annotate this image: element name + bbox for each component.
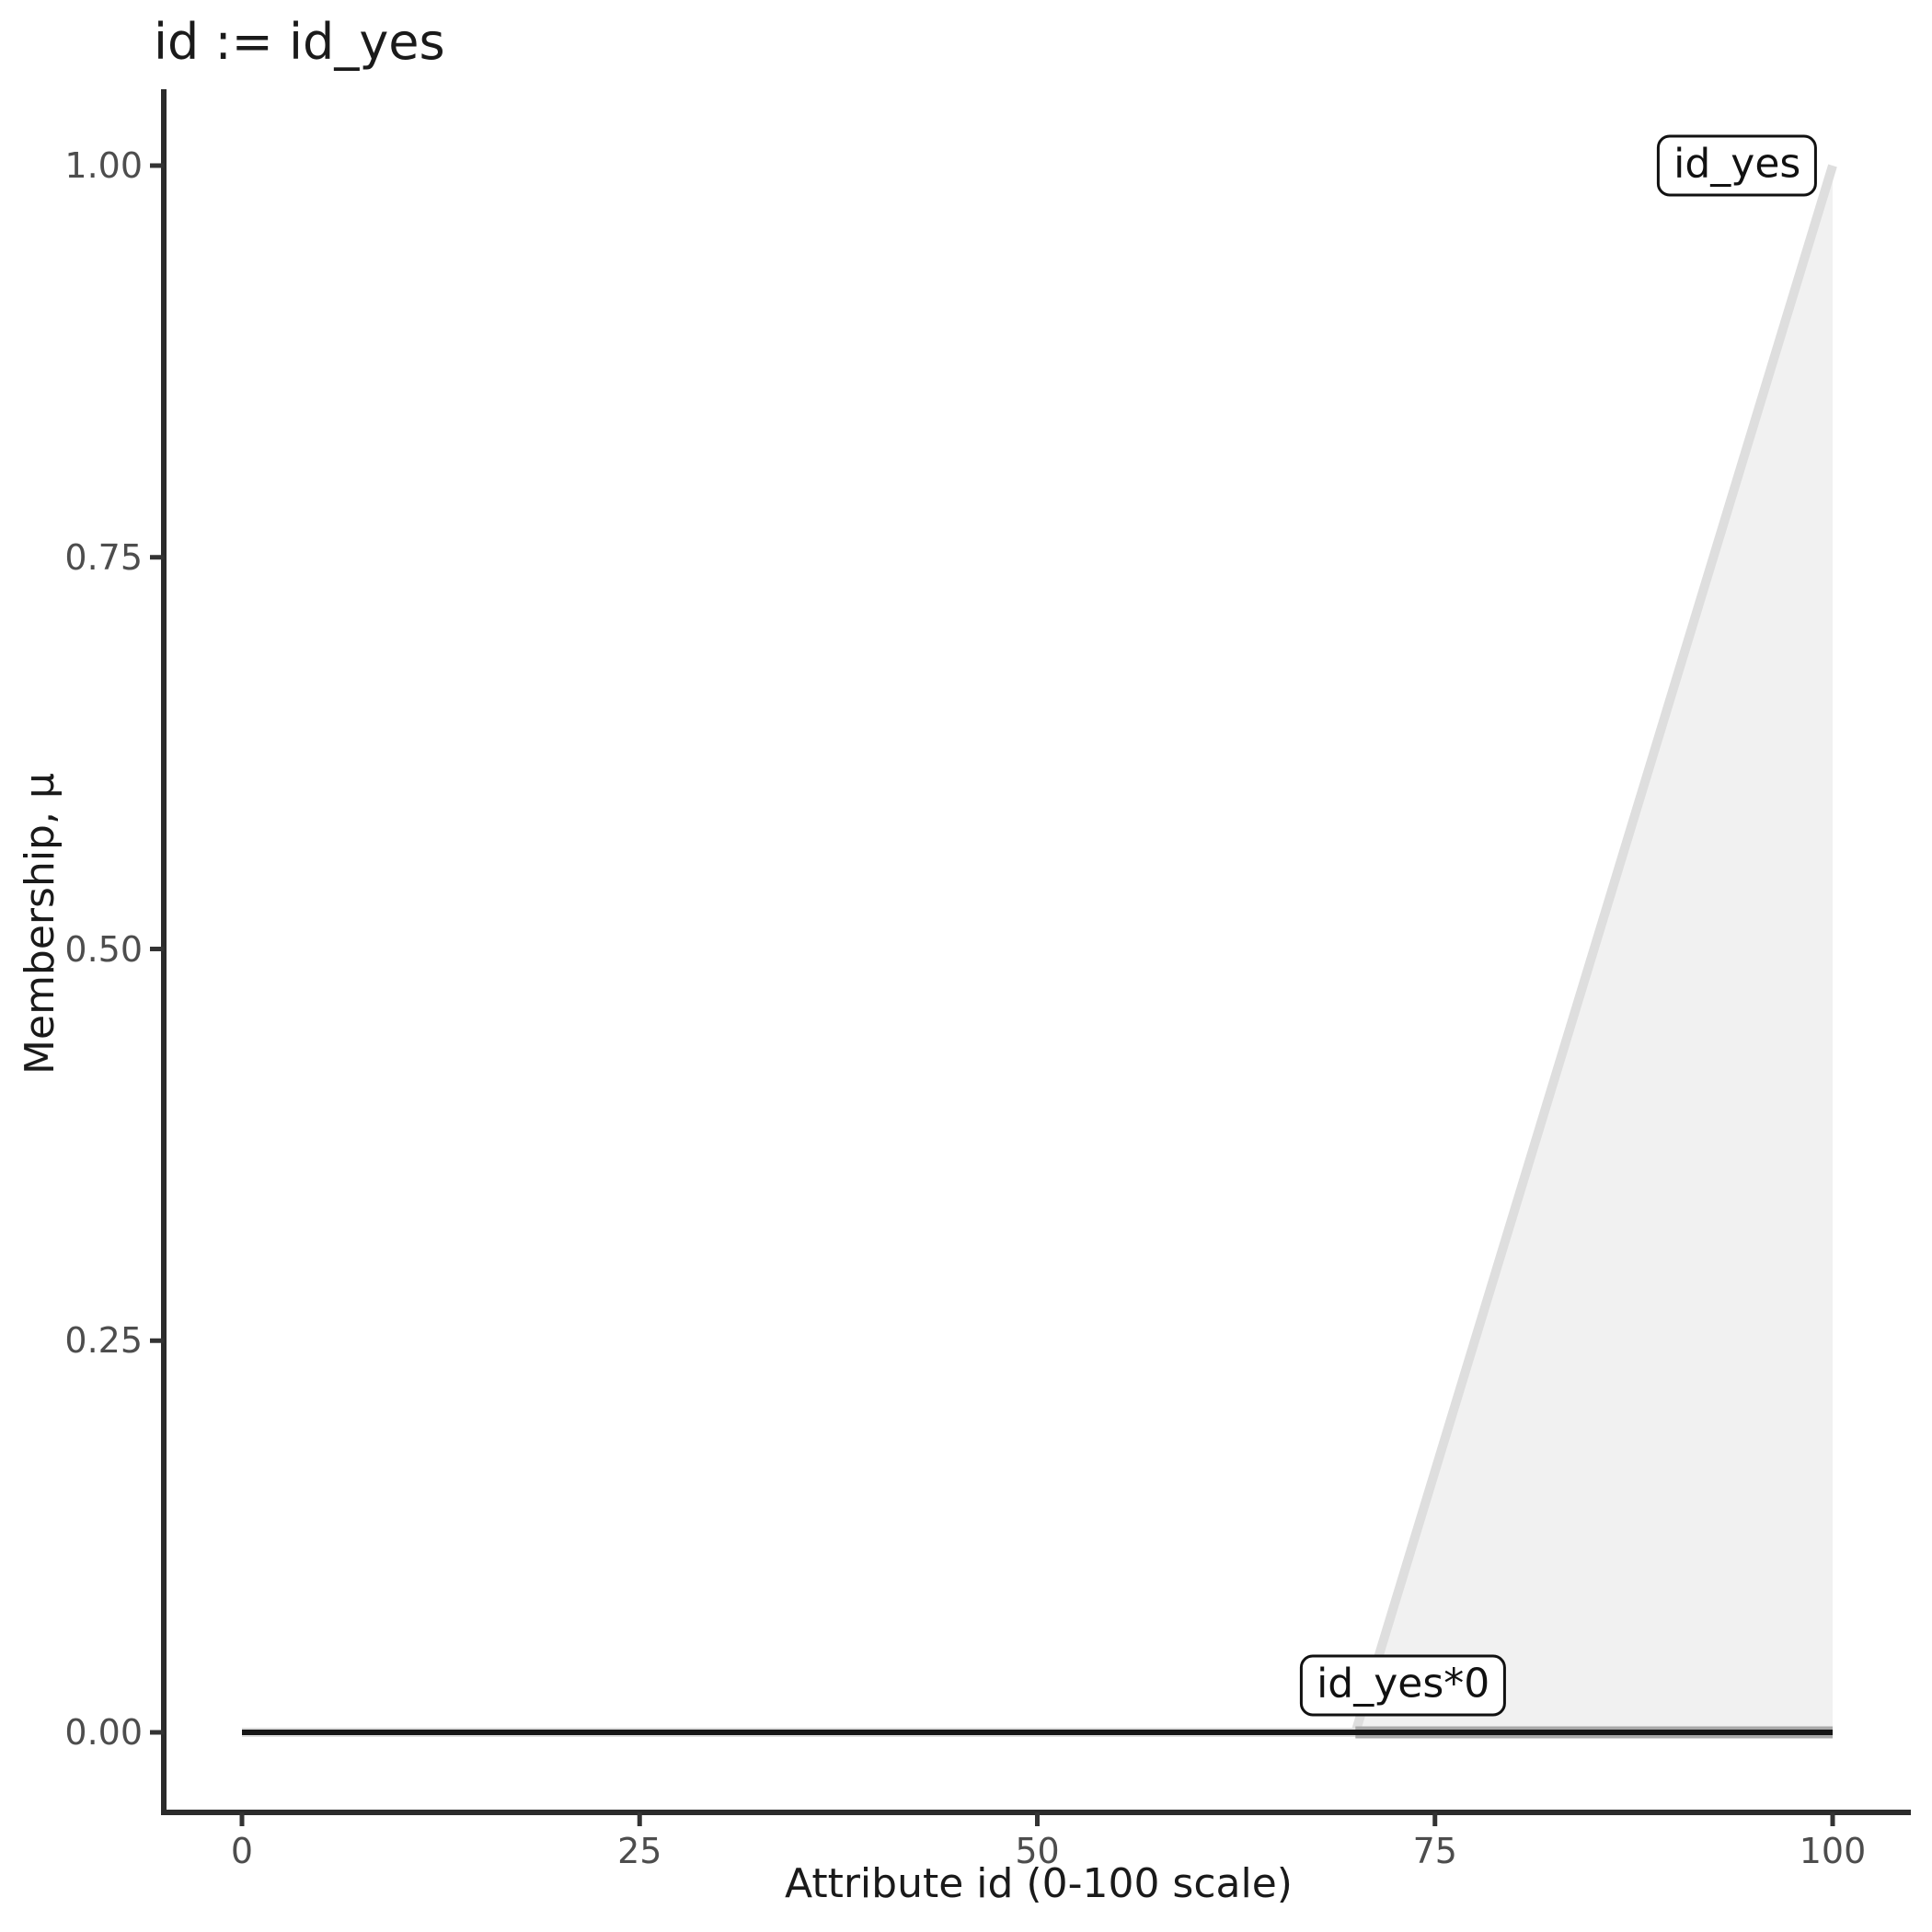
x-tick-label: 50 bbox=[1015, 1831, 1060, 1871]
annotation-label-id_yes-times-0: id_yes*0 bbox=[1300, 1654, 1507, 1717]
annotation-label-id_yes: id_yes bbox=[1657, 134, 1818, 197]
y-tick-label: 0.50 bbox=[64, 928, 143, 970]
y-axis-title: Membership, μ bbox=[17, 773, 63, 1075]
x-tick-label: 75 bbox=[1412, 1831, 1457, 1871]
y-tick-label: 0.00 bbox=[64, 1712, 143, 1753]
x-axis-title: Attribute id (0-100 scale) bbox=[785, 1860, 1293, 1907]
x-tick-label: 100 bbox=[1799, 1831, 1867, 1871]
y-tick-label: 0.25 bbox=[64, 1320, 143, 1362]
plot-title: id := id_yes bbox=[154, 13, 445, 71]
x-tick-label: 25 bbox=[617, 1831, 662, 1871]
y-tick-label: 0.75 bbox=[64, 536, 143, 578]
y-tick-label: 1.00 bbox=[64, 145, 143, 186]
x-tick-label: 0 bbox=[230, 1831, 254, 1871]
